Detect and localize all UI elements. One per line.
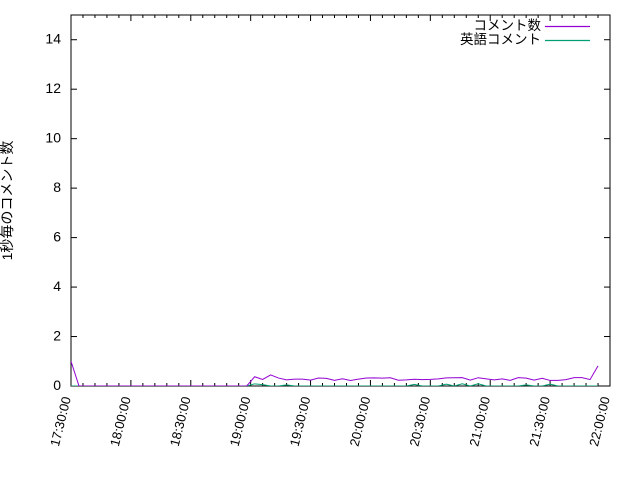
svg-text:コメント数: コメント数 [474, 18, 542, 33]
svg-text:10: 10 [45, 130, 61, 146]
svg-text:14: 14 [45, 31, 61, 47]
svg-text:2: 2 [53, 328, 61, 344]
svg-text:4: 4 [53, 278, 61, 294]
svg-text:8: 8 [53, 179, 61, 195]
svg-text:1秒毎のコメント数: 1秒毎のコメント数 [0, 141, 15, 261]
svg-text:0: 0 [53, 377, 61, 393]
svg-text:12: 12 [45, 80, 61, 96]
svg-text:6: 6 [53, 229, 61, 245]
svg-text:英語コメント: 英語コメント [460, 31, 541, 47]
